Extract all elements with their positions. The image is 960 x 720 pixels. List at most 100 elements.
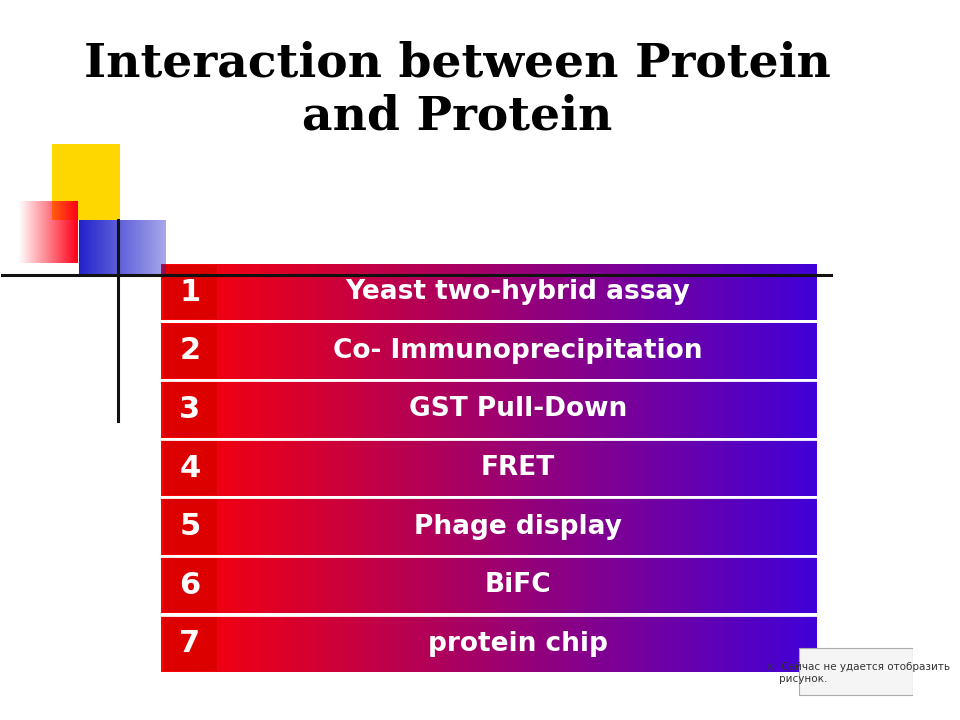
Bar xyxy=(519,498,524,555)
Bar xyxy=(594,381,598,438)
Bar xyxy=(437,264,441,320)
Bar xyxy=(275,616,279,672)
Bar xyxy=(170,264,174,320)
Bar xyxy=(502,498,506,555)
Bar xyxy=(550,616,555,672)
Bar xyxy=(427,264,432,320)
Bar xyxy=(485,440,489,496)
Bar xyxy=(222,616,227,672)
Bar xyxy=(738,381,742,438)
Bar xyxy=(406,498,410,555)
Bar xyxy=(742,381,747,438)
Bar xyxy=(572,557,576,613)
Bar xyxy=(782,381,786,438)
Bar xyxy=(222,440,227,496)
Bar xyxy=(795,264,800,320)
Bar xyxy=(533,616,537,672)
Bar xyxy=(261,498,266,555)
Bar xyxy=(585,440,589,496)
Bar xyxy=(733,323,738,379)
Bar xyxy=(673,616,677,672)
Bar xyxy=(682,557,685,613)
Bar xyxy=(778,381,782,438)
Bar xyxy=(708,323,712,379)
Bar xyxy=(752,557,756,613)
Bar xyxy=(799,648,913,695)
Bar xyxy=(244,498,249,555)
Bar xyxy=(511,498,516,555)
Bar xyxy=(637,557,642,613)
Bar xyxy=(786,381,791,438)
Bar xyxy=(576,323,581,379)
Bar xyxy=(778,557,782,613)
Bar xyxy=(471,498,476,555)
Bar xyxy=(598,616,603,672)
Bar xyxy=(445,616,449,672)
Bar xyxy=(685,616,690,672)
Bar xyxy=(800,381,804,438)
Bar xyxy=(235,557,240,613)
Bar xyxy=(388,264,393,320)
Bar xyxy=(791,323,795,379)
Bar xyxy=(467,264,471,320)
Bar xyxy=(677,440,682,496)
Bar xyxy=(174,440,179,496)
Bar xyxy=(423,498,427,555)
Bar xyxy=(213,440,218,496)
Bar xyxy=(441,557,445,613)
Bar xyxy=(467,557,471,613)
Bar xyxy=(340,323,345,379)
Bar xyxy=(747,323,752,379)
Bar xyxy=(760,498,764,555)
Bar xyxy=(375,323,379,379)
Bar xyxy=(314,381,319,438)
Bar xyxy=(624,616,629,672)
Bar xyxy=(791,616,795,672)
Bar xyxy=(187,498,191,555)
Bar xyxy=(454,381,458,438)
Bar xyxy=(201,616,204,672)
Bar xyxy=(358,616,362,672)
Bar xyxy=(358,323,362,379)
Bar xyxy=(598,440,603,496)
Bar xyxy=(161,381,165,438)
Bar xyxy=(581,264,585,320)
Bar xyxy=(423,381,427,438)
Text: Yeast two-hybrid assay: Yeast two-hybrid assay xyxy=(346,279,690,305)
Bar xyxy=(362,264,367,320)
Bar xyxy=(506,440,511,496)
Bar xyxy=(201,381,204,438)
Bar xyxy=(655,616,660,672)
Bar xyxy=(52,144,120,220)
Bar xyxy=(721,323,725,379)
Bar xyxy=(406,381,410,438)
Bar xyxy=(682,323,685,379)
Bar xyxy=(677,616,682,672)
Bar xyxy=(769,440,773,496)
Bar xyxy=(449,264,454,320)
Bar xyxy=(716,440,721,496)
Bar xyxy=(249,557,252,613)
Bar xyxy=(572,440,576,496)
Bar xyxy=(585,498,589,555)
Bar xyxy=(585,264,589,320)
Bar xyxy=(646,557,651,613)
Bar xyxy=(162,558,217,613)
Bar xyxy=(791,440,795,496)
Bar xyxy=(493,557,497,613)
Bar xyxy=(603,440,607,496)
Text: 7: 7 xyxy=(180,629,201,658)
Bar xyxy=(222,498,227,555)
Bar xyxy=(463,323,467,379)
Bar xyxy=(427,381,432,438)
Bar xyxy=(764,323,769,379)
Bar xyxy=(367,557,371,613)
Bar xyxy=(401,323,406,379)
Bar xyxy=(362,557,367,613)
Bar xyxy=(589,440,594,496)
Bar xyxy=(427,616,432,672)
Bar xyxy=(415,323,419,379)
Bar xyxy=(708,498,712,555)
Bar xyxy=(581,557,585,613)
Bar xyxy=(773,440,778,496)
